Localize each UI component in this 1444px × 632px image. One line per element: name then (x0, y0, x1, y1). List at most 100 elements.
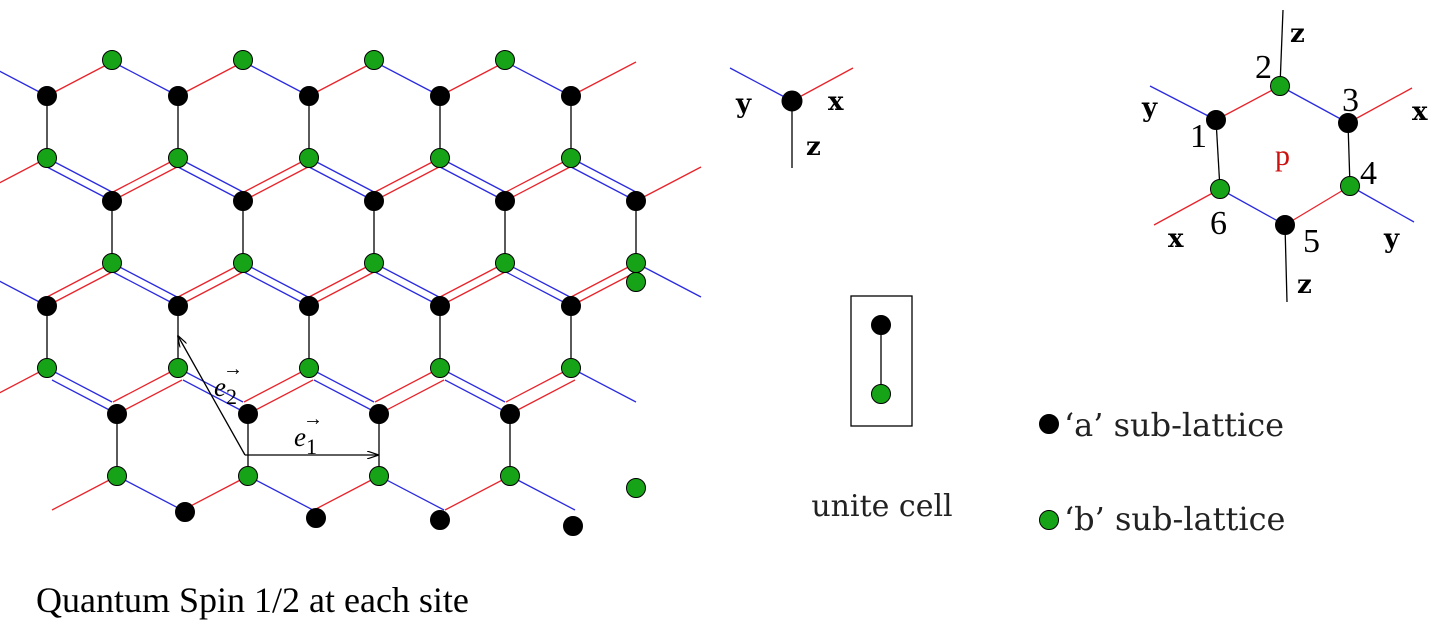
lattice-site-a (37, 86, 57, 106)
lattice-site-b (107, 466, 127, 486)
x-bond (0, 157, 48, 184)
y-bond (374, 61, 441, 97)
plaquette-site-2 (1270, 76, 1290, 96)
lattice-site-b (364, 253, 384, 273)
x-bond (112, 367, 179, 403)
lattice-site-a (306, 508, 326, 528)
plaquette-site-4 (1340, 176, 1360, 196)
plaquette-bond-3-4 (1347, 122, 1351, 187)
y-bond (243, 271, 310, 307)
x-bond (570, 262, 637, 298)
plaquette: 1 2 3 4 5 6 p z y x x y z (1141, 9, 1428, 303)
x-bond (308, 262, 375, 298)
x-bond (243, 367, 310, 403)
lattice-site-b (299, 148, 319, 168)
e1-label-base: e (294, 422, 306, 452)
lattice-site-b (369, 466, 389, 486)
lattice-site-b (495, 253, 515, 273)
lattice-site-b (430, 148, 450, 168)
y-bond (374, 271, 441, 307)
lattice-site-b (364, 50, 384, 70)
plaquette-leg-label-y-left: y (1141, 93, 1158, 123)
plaquette-site-6 (1210, 179, 1230, 199)
lattice-site-a (561, 86, 581, 106)
x-bond (46, 61, 113, 97)
y-bond (308, 367, 375, 403)
y-bond (182, 379, 249, 415)
lattice-site-b (168, 358, 188, 378)
unit-cell-site-a (871, 315, 891, 335)
lattice-site-a (168, 86, 188, 106)
x-bond (439, 61, 506, 97)
y-bond (112, 271, 179, 307)
lattice-site-a (233, 191, 253, 211)
lattice-site-a (369, 404, 389, 424)
legend-a-swatch (1039, 414, 1059, 434)
plaquette-leg-4-y (1349, 185, 1415, 223)
lattice-site-b (626, 272, 646, 292)
x-bond (570, 271, 637, 307)
x-bond (374, 157, 441, 193)
plaquette-number-5: 5 (1303, 223, 1320, 260)
lattice-site-a (430, 86, 450, 106)
plaquette-bond-4-5 (1284, 185, 1351, 226)
y-bond (505, 271, 572, 307)
x-bond (509, 379, 576, 415)
lattice-site-a (430, 296, 450, 316)
y-axis-line (729, 67, 793, 102)
x-bond (111, 166, 178, 202)
y-bond (439, 157, 506, 193)
y-bond (243, 61, 310, 97)
x-bond (373, 166, 440, 202)
y-bond (51, 379, 118, 415)
bond-axes-legend: y x z (729, 67, 854, 168)
x-bond (505, 367, 572, 403)
x-bond (0, 367, 48, 394)
lattice-site-a (626, 191, 646, 211)
plaquette-number-1: 1 (1190, 118, 1207, 155)
lattice-site-a (175, 502, 195, 522)
unit-cell-site-b (871, 384, 891, 404)
e2-label-base: e (214, 372, 226, 402)
y-bond (570, 166, 637, 202)
axes-origin-site (781, 90, 803, 112)
unit-cell-label: unite cell (811, 489, 952, 524)
y-bond (444, 379, 511, 415)
y-bond (308, 157, 375, 193)
y-bond (313, 379, 380, 415)
plaquette-leg-label-z-bottom: z (1297, 270, 1312, 300)
y-bond (177, 157, 244, 193)
lattice-site-a (430, 510, 450, 530)
unit-cell: unite cell (811, 295, 953, 524)
lattice-site-b (238, 466, 258, 486)
y-bond (570, 367, 637, 403)
y-bond (111, 262, 178, 298)
lattice-site-b (102, 50, 122, 70)
lattice-sites (37, 50, 646, 536)
x-bond (116, 379, 183, 415)
x-bond (177, 262, 244, 298)
lattice-site-a (102, 191, 122, 211)
y-bond (439, 367, 506, 403)
y-bond (177, 367, 244, 403)
plaquette-leg-6-x (1153, 188, 1221, 226)
unit-cell-box (850, 295, 913, 427)
y-bond (504, 262, 571, 298)
lattice-site-a (500, 404, 520, 424)
axes-z-label: z (806, 132, 821, 162)
plaquette-leg-label-y-right: y (1383, 224, 1400, 254)
lattice-site-b (102, 253, 122, 273)
plaquette-bond-1-2 (1215, 85, 1281, 121)
legend-a-label: ‘a’ sub-lattice (1064, 406, 1284, 444)
y-bond (247, 475, 314, 511)
y-bond (242, 262, 309, 298)
plaquette-number-3: 3 (1342, 82, 1359, 119)
plaquette-bond-6-1 (1215, 119, 1221, 190)
y-bond (635, 262, 702, 298)
y-bond (373, 262, 440, 298)
e2-vector-arrow (178, 336, 246, 456)
plaquette-leg-3-x (1347, 87, 1413, 124)
x-bond (46, 271, 113, 307)
lattice-site-a (107, 404, 127, 424)
